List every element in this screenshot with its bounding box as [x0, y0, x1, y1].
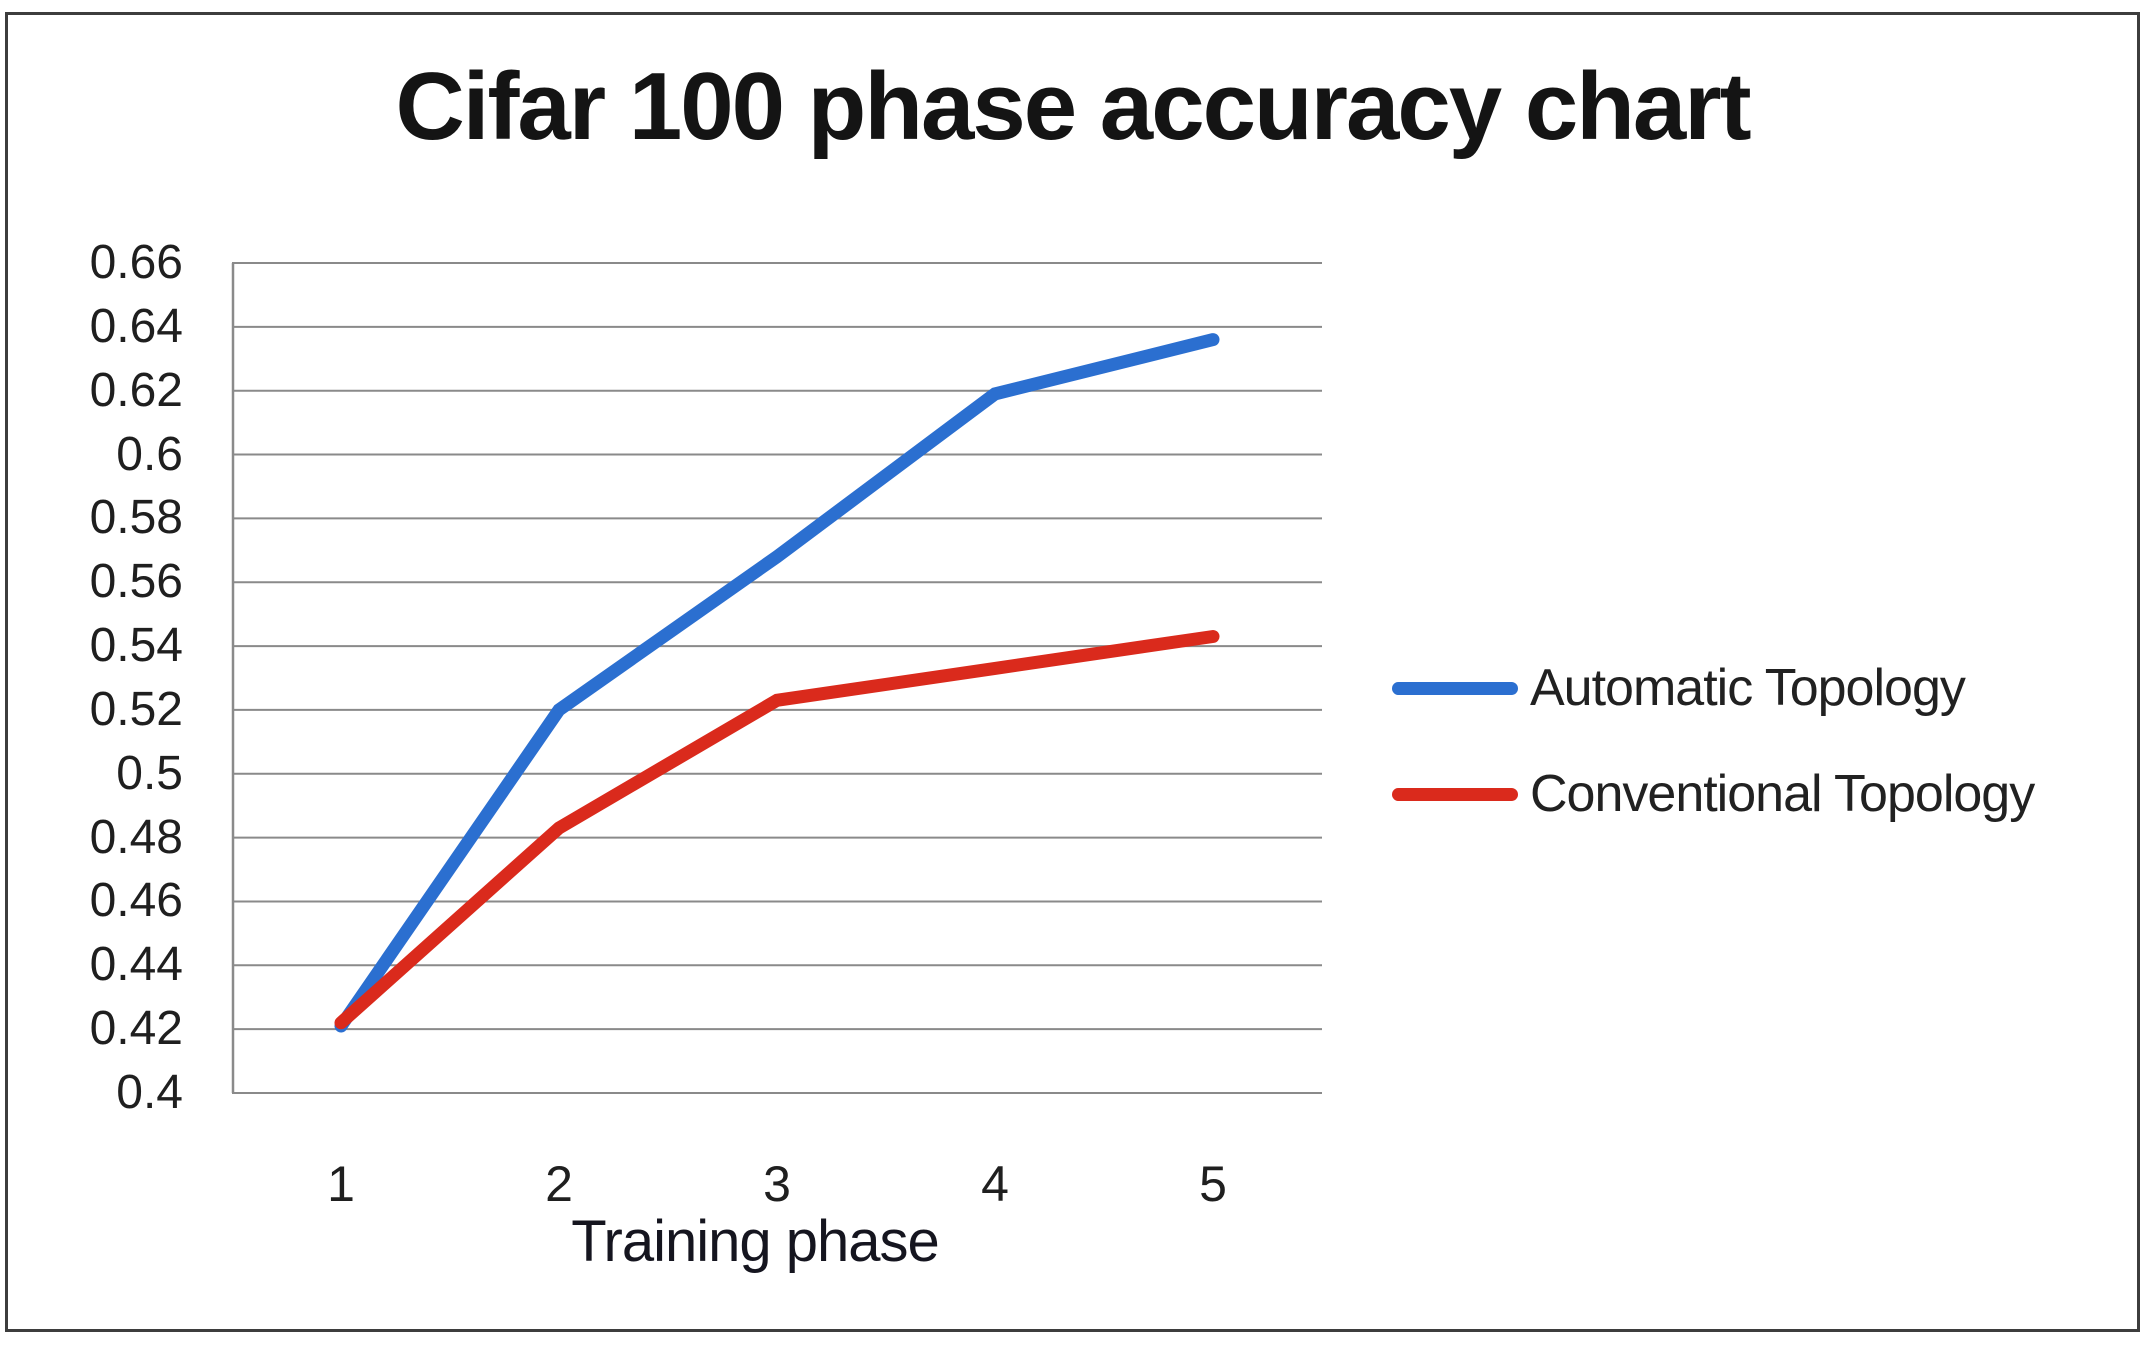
plot-svg: [231, 262, 1322, 1094]
x-tick-label: 1: [327, 1156, 355, 1212]
y-tick-label: 0.66: [89, 236, 183, 289]
legend: Automatic Topology Conventional Topology: [1392, 652, 2035, 864]
y-tick-label: 0.46: [89, 874, 183, 928]
series-line-conventional-topology: [334, 630, 1220, 1030]
y-tick-label: 0.6: [116, 427, 183, 481]
y-tick-label: 0.52: [89, 682, 183, 736]
legend-label-automatic-topology: Automatic Topology: [1530, 659, 1966, 717]
y-tick-label: 0.62: [89, 363, 183, 417]
legend-label-conventional-topology: Conventional Topology: [1530, 765, 2035, 823]
y-tick-label: 0.48: [89, 810, 183, 864]
legend-swatch-red-line: [1392, 787, 1518, 801]
legend-swatch-blue-line: [1392, 681, 1518, 695]
y-tick-label: 0.58: [89, 491, 183, 545]
y-tick-label: 0.42: [89, 1002, 183, 1056]
legend-item-conventional-topology: Conventional Topology: [1392, 758, 2035, 830]
x-tick-label: 4: [981, 1156, 1009, 1212]
y-tick-label: 0.64: [89, 299, 183, 353]
y-tick-label: 0.5: [116, 746, 183, 800]
series-line-automatic-topology: [334, 333, 1220, 1033]
x-tick-label: 2: [545, 1156, 573, 1212]
y-tick-label: 0.54: [89, 619, 183, 673]
y-tick-label: 0.4: [116, 1066, 183, 1119]
legend-item-automatic-topology: Automatic Topology: [1392, 652, 2034, 724]
y-tick-label: 0.44: [89, 938, 183, 992]
chart-title: Cifar 100 phase accuracy chart: [395, 53, 1751, 160]
x-tick-label: 5: [1199, 1156, 1227, 1212]
y-tick-label: 0.56: [89, 555, 183, 609]
x-axis-title: Training phase: [571, 1209, 940, 1274]
x-tick-label: 3: [763, 1156, 791, 1212]
plot-area: [231, 262, 1322, 1094]
